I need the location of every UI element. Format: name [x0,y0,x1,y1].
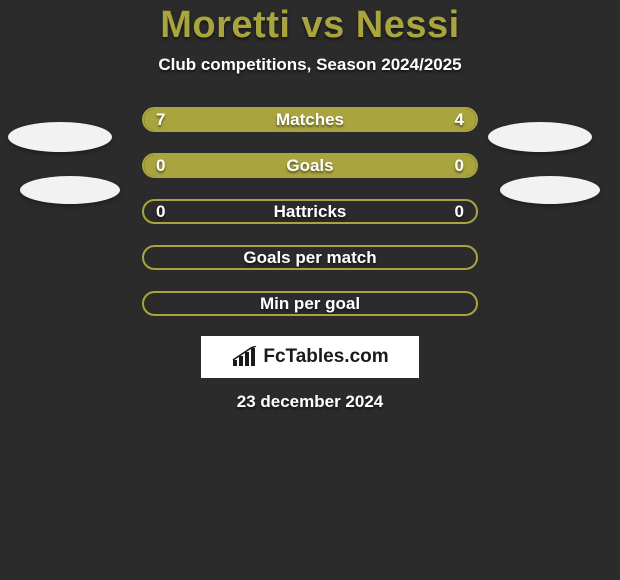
subtitle: Club competitions, Season 2024/2025 [158,55,461,75]
page-title: Moretti vs Nessi [160,4,459,47]
stat-value-left: 7 [156,110,165,130]
stat-bar: Min per goal [142,291,478,316]
comparison-row: Goals 0 0 [0,153,620,178]
stat-bar: Matches 7 4 [142,107,478,132]
date-text: 23 december 2024 [237,392,384,412]
stat-label: Goals per match [243,248,376,268]
bar-fill-right [310,155,476,176]
comparison-row: Hattricks 0 0 [0,199,620,224]
stat-value-right: 4 [455,110,464,130]
stat-bar: Goals per match [142,245,478,270]
content-root: Moretti vs Nessi Club competitions, Seas… [0,0,620,580]
stat-value-left: 0 [156,202,165,222]
stat-value-right: 0 [455,202,464,222]
stat-bar: Goals 0 0 [142,153,478,178]
stat-value-right: 0 [455,156,464,176]
brand-box[interactable]: FcTables.com [201,336,419,378]
stat-value-left: 0 [156,156,165,176]
brand-chart-icon [231,346,257,368]
comparison-row: Goals per match [0,245,620,270]
stat-label: Min per goal [260,294,360,314]
brand-text: FcTables.com [263,346,388,368]
stat-label: Goals [286,156,333,176]
stat-label: Hattricks [274,202,347,222]
comparison-rows: Matches 7 4 Goals 0 0 Hattricks 0 0 Goals per mat… [0,107,620,316]
comparison-row: Matches 7 4 [0,107,620,132]
stat-bar: Hattricks 0 0 [142,199,478,224]
comparison-row: Min per goal [0,291,620,316]
stat-label: Matches [276,110,344,130]
